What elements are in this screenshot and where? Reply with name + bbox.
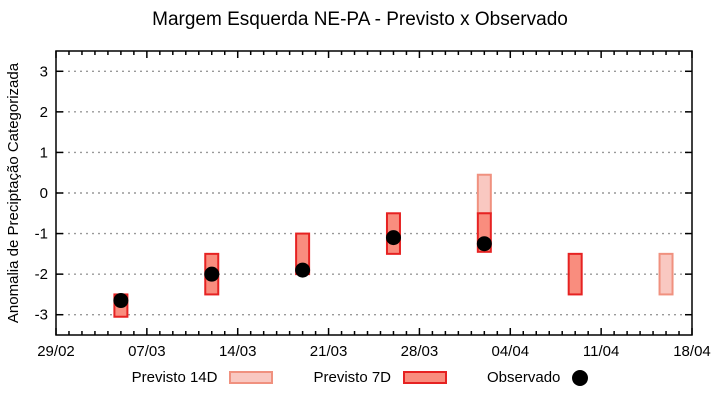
y-tick-label: 1	[40, 144, 48, 161]
legend-key-previsto-7d-box	[403, 371, 448, 384]
legend-item-previsto-14d: Previsto 14D	[132, 369, 274, 386]
legend-item-previsto-7d: Previsto 7D	[313, 369, 448, 386]
observed-dot	[113, 293, 129, 309]
legend-label-previsto-14d: Previsto 14D	[131, 369, 218, 386]
observed-dots	[113, 230, 492, 309]
y-tick-label: 0	[40, 185, 48, 202]
observed-dot	[295, 262, 311, 278]
y-tick-label: -3	[35, 307, 48, 324]
range-bars	[113, 173, 674, 318]
x-tick-label: 29/02	[37, 343, 75, 360]
x-tick-label: 14/03	[219, 343, 257, 360]
observed-dot	[385, 230, 401, 246]
y-tick-label: 3	[40, 63, 48, 80]
x-tick-label: 28/03	[401, 343, 439, 360]
x-tick-label: 18/04	[673, 343, 711, 360]
chart-title: Margem Esquerda NE-PA - Previsto x Obser…	[152, 9, 568, 30]
x-tick-label: 07/03	[128, 343, 166, 360]
gridlines	[56, 70, 692, 316]
legend-key-observado-dot	[572, 369, 589, 386]
y-tick-label: 2	[40, 104, 48, 121]
y-tick-label: -1	[35, 226, 48, 243]
legend-label-observado: Observado	[487, 369, 561, 386]
x-tick-label: 11/04	[583, 343, 619, 360]
legend-label-previsto-7d: Previsto 7D	[313, 369, 392, 386]
range-bar	[658, 252, 674, 296]
legend-key-previsto-14d-box	[229, 371, 274, 384]
y-tick-label: -2	[35, 266, 48, 283]
x-tick-label: 04/04	[492, 343, 530, 360]
y-axis-label: Anomalia de Preciptação Categorizada	[5, 62, 22, 323]
range-bar	[567, 252, 583, 296]
range-bar	[476, 173, 492, 215]
legend-item-observado: Observado	[487, 369, 589, 386]
observed-dot	[476, 236, 492, 252]
legend: Previsto 14D Previsto 7D Observado	[0, 369, 720, 386]
axis-tick-labels: 3 2 1 0 -1 -2 -3 29/02 07/03 14/03 21/03 28/03 04/04…	[35, 63, 711, 360]
observed-dot	[204, 266, 220, 282]
axis-ticks	[55, 51, 693, 335]
x-tick-label: 21/03	[310, 343, 348, 360]
